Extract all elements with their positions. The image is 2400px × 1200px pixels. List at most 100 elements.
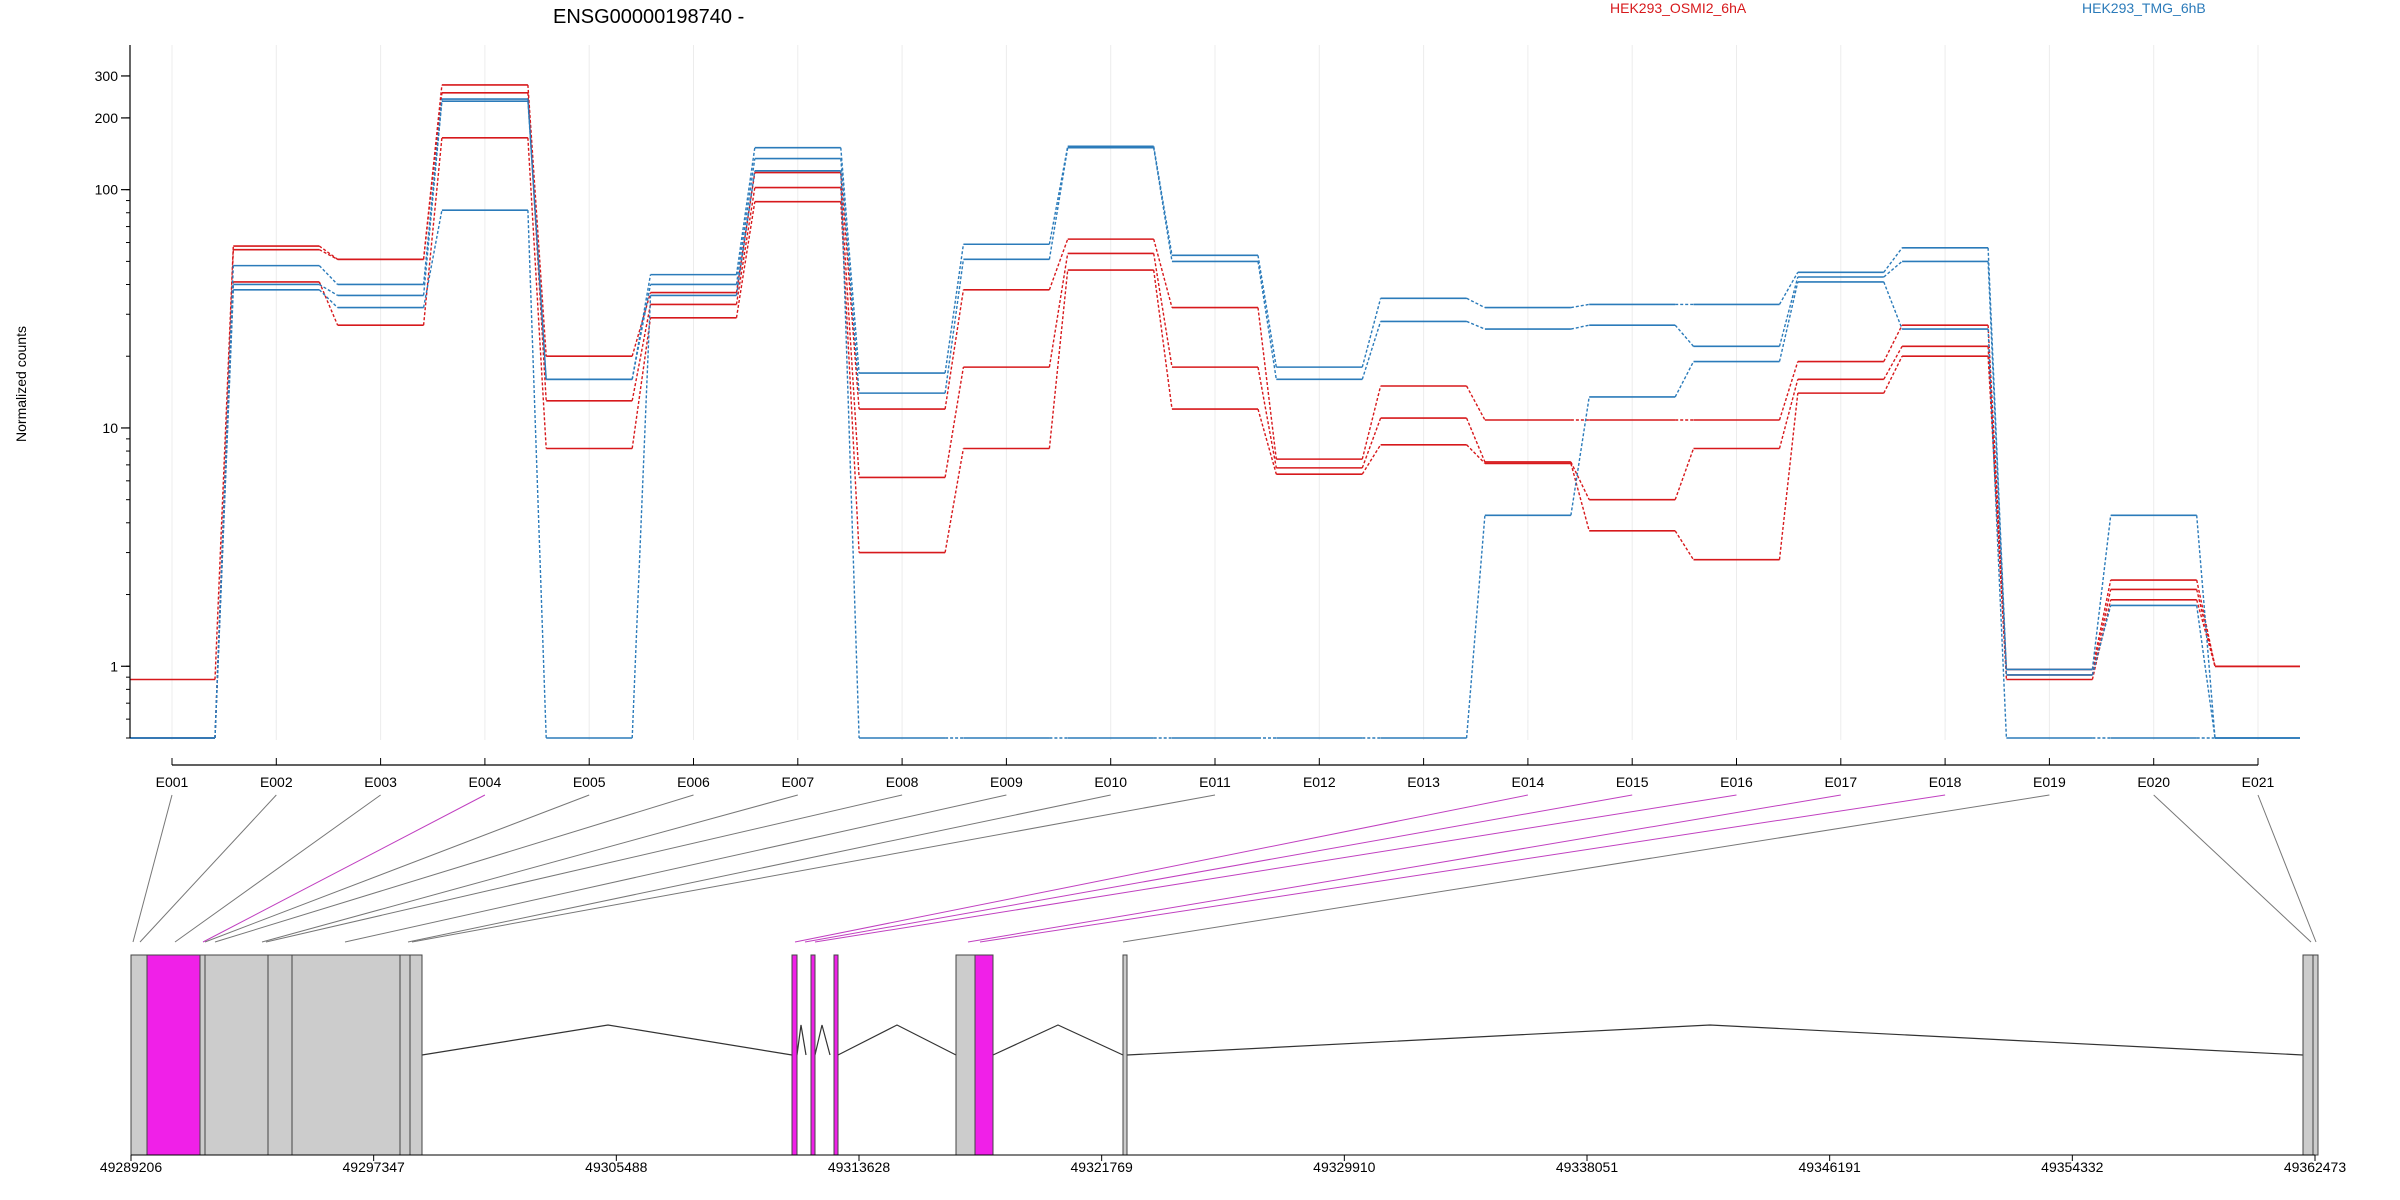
exon-block [955,954,976,1156]
exon-connector [967,794,1841,943]
series-connector [631,317,652,449]
series-connector [1778,393,1799,560]
series-connector [631,284,652,380]
series-connector [1466,444,1486,464]
series-connector [1466,320,1486,330]
series-connector [1570,463,1590,532]
exon-connector [202,794,486,943]
series-connector [735,158,756,285]
series-connector [1048,238,1069,291]
series-connector [1153,146,1173,256]
series-connector [1778,271,1799,305]
x-tick-label: E006 [677,774,710,790]
exon-connector [174,794,381,943]
series-connector [214,289,234,739]
chart-title: ENSG00000198740 - [553,6,744,28]
series-connector [527,84,547,357]
series-connector [1048,253,1069,368]
series-connector [1361,385,1382,460]
series-connector [1570,324,1590,330]
y-tick-label: 100 [95,182,119,198]
series-6 [130,169,2300,739]
x-tick-label: E020 [2137,774,2170,790]
exon-connector [132,794,173,943]
series-connector [2091,589,2112,676]
series-connector [318,249,338,260]
genome-tick-label: 49297347 [343,1159,406,1175]
series-connector [2091,579,2112,670]
x-tick-label: E008 [886,774,919,790]
x-tick-label: E003 [364,774,397,790]
exon-connector [814,794,1737,943]
intron-line [796,1024,807,1056]
exon-connector [139,794,277,943]
genome-tick-label: 49338051 [1556,1159,1619,1175]
series-connector [1674,324,1695,347]
series-connector [1987,356,2008,680]
exon-connector [979,794,1946,943]
series-connector [2196,515,2216,739]
series-connector [318,265,339,285]
x-tick-label: E005 [573,774,606,790]
series-connector [944,259,965,394]
exon-connector [804,794,1633,943]
exon-block [204,954,269,1156]
y-tick-label: 200 [95,110,119,126]
series-connector [840,187,860,478]
series-connector [1257,408,1277,475]
x-tick-label: E009 [990,774,1023,790]
exon-connector [407,794,1111,943]
exon-connector [265,794,903,943]
series-connector [1465,515,1486,739]
x-tick-label: E015 [1616,774,1649,790]
x-tick-label: E011 [1199,774,1231,790]
series-connector [1361,417,1382,469]
series-connector [631,295,652,739]
exon-block [267,954,293,1156]
series-connector [318,289,339,309]
y-tick-label: 1 [110,658,118,674]
series-connector [1048,146,1069,245]
series-connector [422,101,443,296]
exon-connector [2257,794,2317,943]
series-connector [318,281,339,326]
exon-connector [344,794,1007,943]
exon-block-highlighted [146,954,201,1156]
grid [171,45,2259,740]
x-tick-label: E014 [1512,774,1545,790]
gene-model [130,954,2319,1156]
x-tick-label: E010 [1094,774,1127,790]
series-connector [840,147,860,374]
x-tick-label: E017 [1824,774,1857,790]
series-connector [1153,147,1173,262]
series-connector [1778,281,1799,362]
series-connector [944,289,965,410]
series-lines [130,84,2300,739]
series-connector [944,367,965,478]
genome-tick-label: 49289206 [100,1159,163,1175]
series-connector [527,137,547,449]
x-tick-label: E013 [1407,774,1440,790]
series-connector [944,448,965,553]
x-tick-label: E019 [2033,774,2066,790]
genome-tick-label: 49313628 [828,1159,891,1175]
series-connector [735,170,756,296]
series-connector [527,99,547,380]
series-connector [631,304,652,401]
legend-entry-tmg: HEK293_TMG_6hB [2082,0,2206,16]
series-connector [1257,367,1277,468]
genome-tick-label: 49321769 [1071,1159,1134,1175]
series-connector [1674,361,1695,398]
series-connector [840,201,860,553]
y-axis-label: Normalized counts [13,326,29,442]
series-connector [1987,261,2008,675]
series-connector [944,244,965,374]
intron-line [1126,1024,2304,1056]
series-connector [1883,346,1903,380]
x-tick-label: E007 [781,774,814,790]
exon-connector [794,794,1528,943]
series-connector [1465,417,1486,463]
genome-tick-label: 49354332 [2041,1159,2104,1175]
exon-connector [1122,794,2050,943]
y-tick-label: 10 [102,420,118,436]
